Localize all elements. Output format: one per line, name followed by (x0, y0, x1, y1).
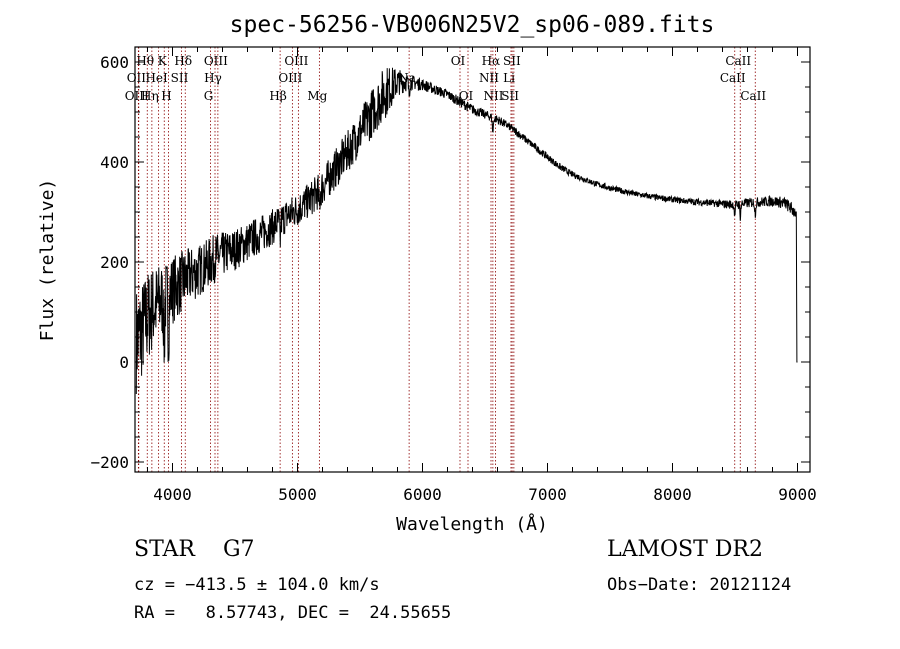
line-marker-label: Li (503, 71, 515, 85)
line-marker-label: OIII (284, 54, 308, 68)
y-tick-label: 400 (100, 153, 129, 172)
line-marker-label: OI (459, 89, 474, 103)
spectrum-line (135, 67, 798, 395)
y-tick-label: −200 (90, 453, 129, 472)
line-marker-label: OI (451, 54, 466, 68)
axis-ticks: 4000 5000 6000 7000 8000 9000 −200 0 200 400 600 (90, 47, 817, 504)
line-marker-label: Mg (307, 89, 327, 103)
y-axis-label: Flux (relative) (37, 179, 58, 342)
line-marker-label: NII (479, 71, 499, 85)
line-marker-label: G (204, 89, 214, 103)
line-marker-label: NII (484, 89, 504, 103)
line-marker-label: OIII (125, 89, 149, 103)
observation-date: Obs−Date: 20121124 (607, 575, 792, 595)
x-tick-label: 6000 (403, 485, 442, 504)
x-tick-label: 7000 (528, 485, 567, 504)
line-marker-label: SII (171, 71, 189, 85)
line-marker-label: CaII (740, 89, 766, 103)
object-class: STAR G7 (134, 537, 255, 562)
line-marker-label: CaII (720, 71, 746, 85)
line-marker-label: HeI (145, 71, 168, 85)
coordinates-readout: RA = 8.57743, DEC = 24.55655 (134, 603, 452, 623)
x-tick-label: 4000 (153, 485, 192, 504)
line-marker-label: CaII (725, 54, 751, 68)
line-marker-label: Hθ (136, 54, 154, 68)
line-marker-label: K (158, 54, 168, 68)
x-tick-label: 8000 (653, 485, 692, 504)
line-marker-label: SII (501, 89, 519, 103)
y-tick-label: 0 (119, 353, 129, 372)
x-tick-label: 5000 (278, 485, 317, 504)
line-marker-label: OIII (278, 71, 302, 85)
line-marker-label: OIII (204, 54, 228, 68)
line-marker-label: Hγ (204, 71, 222, 85)
spectrum-series (135, 67, 798, 395)
line-marker-label: OII (127, 71, 147, 85)
line-marker-label: Hβ (269, 89, 286, 103)
y-tick-label: 200 (100, 253, 129, 272)
y-tick-label: 600 (100, 53, 129, 72)
chart-title: spec-56256-VB006N25V2_sp06-089.fits (230, 12, 715, 38)
line-marker-label: Hη (141, 89, 159, 103)
line-marker-label: H (161, 89, 171, 103)
x-tick-label: 9000 (778, 485, 817, 504)
survey-name: LAMOST DR2 (607, 537, 763, 562)
redshift-readout: cz = −413.5 ± 104.0 km/s (134, 575, 380, 595)
x-axis-label: Wavelength (Å) (396, 513, 548, 535)
line-marker-label: Hδ (174, 54, 192, 68)
